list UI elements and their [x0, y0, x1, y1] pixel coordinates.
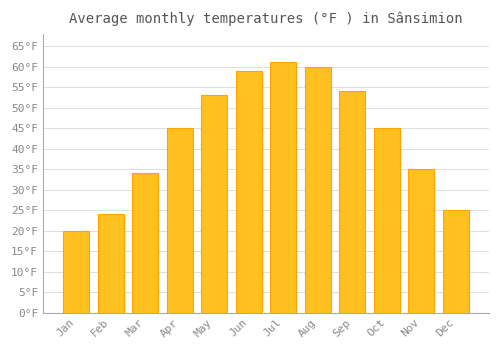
Bar: [236, 71, 262, 313]
Bar: [304, 66, 330, 313]
Bar: [201, 95, 227, 313]
Bar: [63, 231, 89, 313]
Title: Average monthly temperatures (°F ) in Sânsimion: Average monthly temperatures (°F ) in Sâ…: [69, 11, 462, 26]
Bar: [270, 62, 296, 313]
Bar: [98, 214, 124, 313]
Bar: [442, 210, 468, 313]
Bar: [408, 169, 434, 313]
Bar: [339, 91, 365, 313]
Bar: [132, 173, 158, 313]
Bar: [166, 128, 192, 313]
Bar: [374, 128, 400, 313]
